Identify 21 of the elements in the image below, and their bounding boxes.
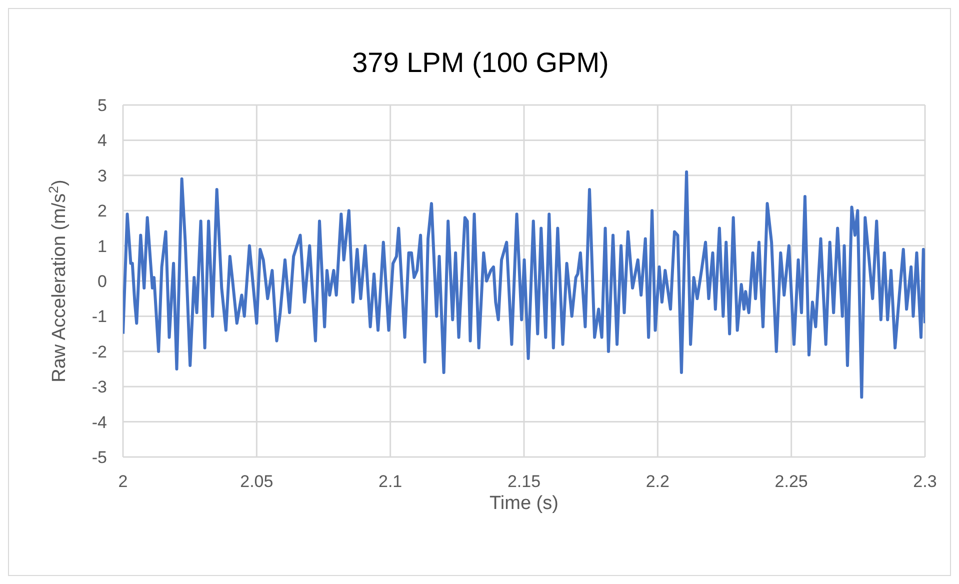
x-tick-label: 2: [118, 472, 128, 492]
y-tick-label: 5: [98, 96, 107, 116]
x-tick-label: 2.3: [913, 472, 937, 492]
y-tick-label: -2: [92, 342, 107, 362]
y-tick-label: 3: [98, 166, 107, 186]
y-tick-label: -1: [92, 307, 107, 326]
y-tick-label: 4: [98, 131, 107, 150]
x-tick-label: 2.1: [378, 472, 402, 492]
y-tick-label: -3: [92, 378, 107, 397]
x-tick-label: 2.2: [646, 472, 670, 492]
y-tick-label: -5: [92, 448, 107, 468]
chart-title: 379 LPM (100 GPM): [351, 47, 610, 79]
y-tick-label: 0: [98, 272, 107, 292]
y-tick-label: 2: [98, 202, 107, 221]
x-tick-label: 2.05: [240, 472, 274, 492]
y-tick-label: -4: [92, 412, 107, 432]
x-tick-label: 2.15: [507, 472, 541, 492]
x-axis-title: Time (s): [490, 493, 558, 514]
x-tick-label: 2.25: [774, 472, 808, 492]
line-series: [123, 170, 925, 399]
y-tick-label: 1: [98, 236, 107, 256]
